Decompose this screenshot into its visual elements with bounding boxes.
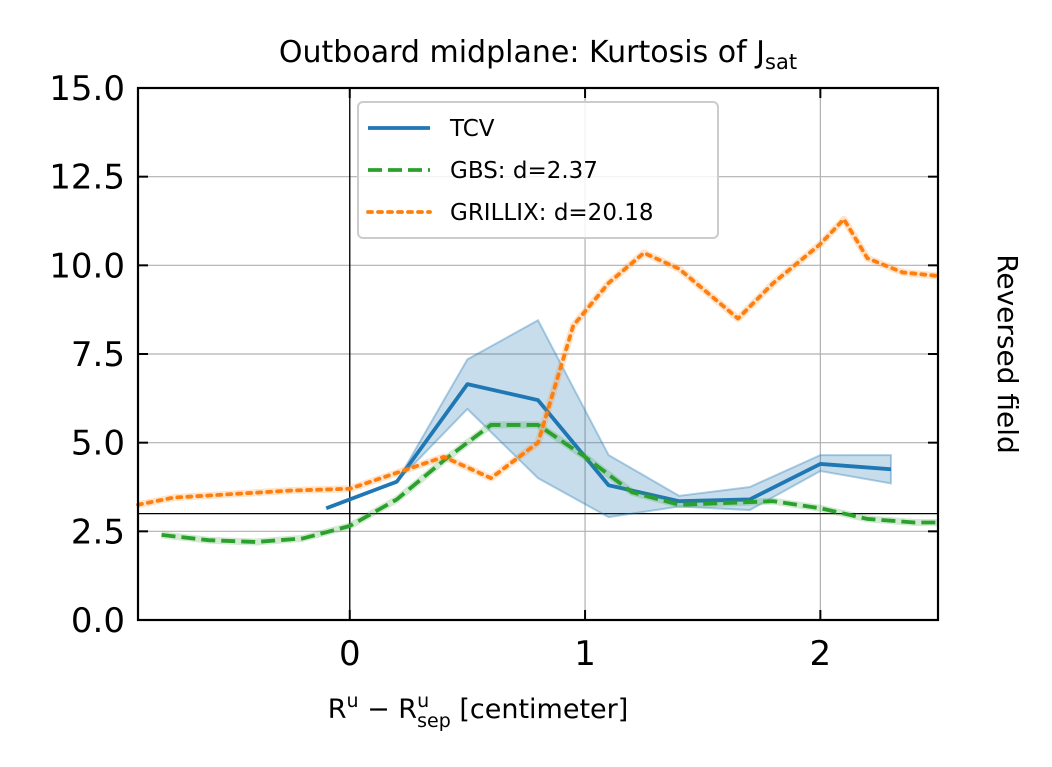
legend: TCV GBS: d=2.37 GRILLIX: d=20.18	[357, 101, 719, 239]
series-line-gbs-d-2-37	[161, 423, 938, 544]
y-tick-label-6: 15.0	[49, 69, 125, 109]
y-tick-label-4: 10.0	[49, 246, 125, 286]
x-tick-label-2: 2	[810, 634, 832, 674]
x-axis-label: Ru − Ru sep [centimeter]	[328, 690, 629, 732]
legend-label-gbs-d-2-37: GBS: d=2.37	[450, 158, 598, 184]
chart-title: Outboard midplane: Kurtosis of Jsat	[279, 35, 797, 74]
legend-box	[357, 101, 719, 239]
series-line-tcv	[325, 382, 892, 511]
y-tick-label-0: 0.0	[71, 601, 125, 641]
y-tick-label-3: 7.5	[71, 335, 125, 375]
y-tick-label-5: 12.5	[49, 158, 125, 198]
reference-lines	[138, 88, 938, 620]
title-main: Outboard midplane: Kurtosis of J	[279, 35, 765, 70]
axis-ticks: 0.0 2.5 5.0 7.5 10.0 12.5 15.0 0 1 2	[49, 69, 938, 674]
x-tick-label-1: 1	[574, 634, 596, 674]
side-label: Reversed field	[991, 254, 1024, 454]
series-line-grillix-d-20-18	[136, 217, 940, 507]
y-tick-label-2: 5.0	[71, 424, 125, 464]
y-tick-label-1: 2.5	[71, 512, 125, 552]
legend-label-tcv: TCV	[449, 116, 495, 142]
series-lines	[136, 215, 940, 546]
legend-label-grillix-d-20-18: GRILLIX: d=20.18	[450, 200, 654, 226]
x-tick-label-0: 0	[339, 634, 361, 674]
title-subscript: sat	[765, 50, 797, 74]
